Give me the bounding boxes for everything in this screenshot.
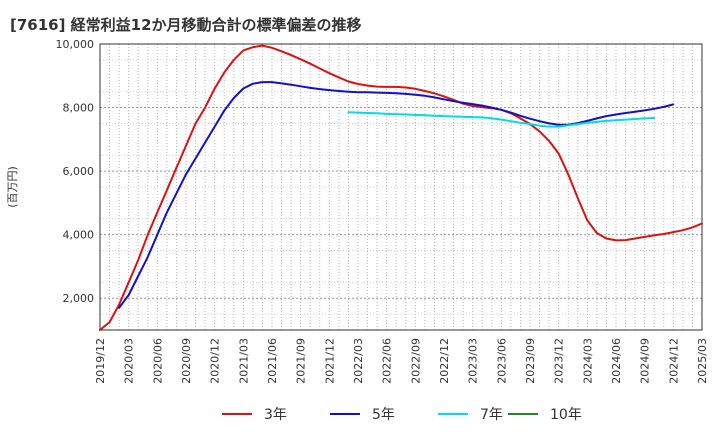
x-tick-label: 2022/12 (438, 338, 451, 384)
x-tick-label: 2021/06 (266, 338, 279, 384)
y-tick-label: 4,000 (63, 229, 95, 242)
x-tick-label: 2025/03 (696, 338, 709, 384)
x-tick-label: 2023/03 (467, 338, 480, 384)
x-tick-label: 2024/06 (610, 338, 623, 384)
y-tick-label: 2,000 (63, 292, 95, 305)
x-tick-label: 2021/09 (295, 338, 308, 384)
x-tick-label: 2022/09 (409, 338, 422, 384)
legend-label: 5年 (372, 407, 395, 423)
x-tick-label: 2019/12 (94, 338, 107, 384)
y-axis-label: (百万円) (6, 166, 19, 208)
x-tick-label: 2024/12 (667, 338, 680, 384)
legend-label: 7年 (480, 407, 503, 423)
x-tick-label: 2023/06 (495, 338, 508, 384)
x-tick-label: 2021/03 (237, 338, 250, 384)
legend-label: 10年 (550, 407, 582, 423)
x-tick-label: 2020/03 (123, 338, 136, 384)
x-tick-label: 2024/09 (639, 338, 652, 384)
x-tick-label: 2021/12 (323, 338, 336, 384)
y-tick-label: 6,000 (63, 165, 95, 178)
y-tick-label: 8,000 (63, 102, 95, 115)
x-tick-label: 2020/12 (209, 338, 222, 384)
x-tick-label: 2023/09 (524, 338, 537, 384)
series-line (347, 111, 656, 128)
x-tick-label: 2022/03 (352, 338, 365, 384)
x-tick-label: 2020/06 (151, 338, 164, 384)
legend-label: 3年 (264, 407, 287, 423)
y-tick-label: 10,000 (56, 38, 95, 51)
chart-title: [7616] 経常利益12か月移動合計の標準偏差の推移 (10, 16, 362, 34)
x-tick-label: 2024/03 (581, 338, 594, 384)
series-line (99, 44, 703, 331)
plot-frame (99, 43, 703, 331)
series-line (118, 81, 675, 309)
x-tick-label: 2023/12 (553, 338, 566, 384)
x-tick-label: 2022/06 (381, 338, 394, 384)
x-tick-label: 2020/09 (180, 338, 193, 384)
